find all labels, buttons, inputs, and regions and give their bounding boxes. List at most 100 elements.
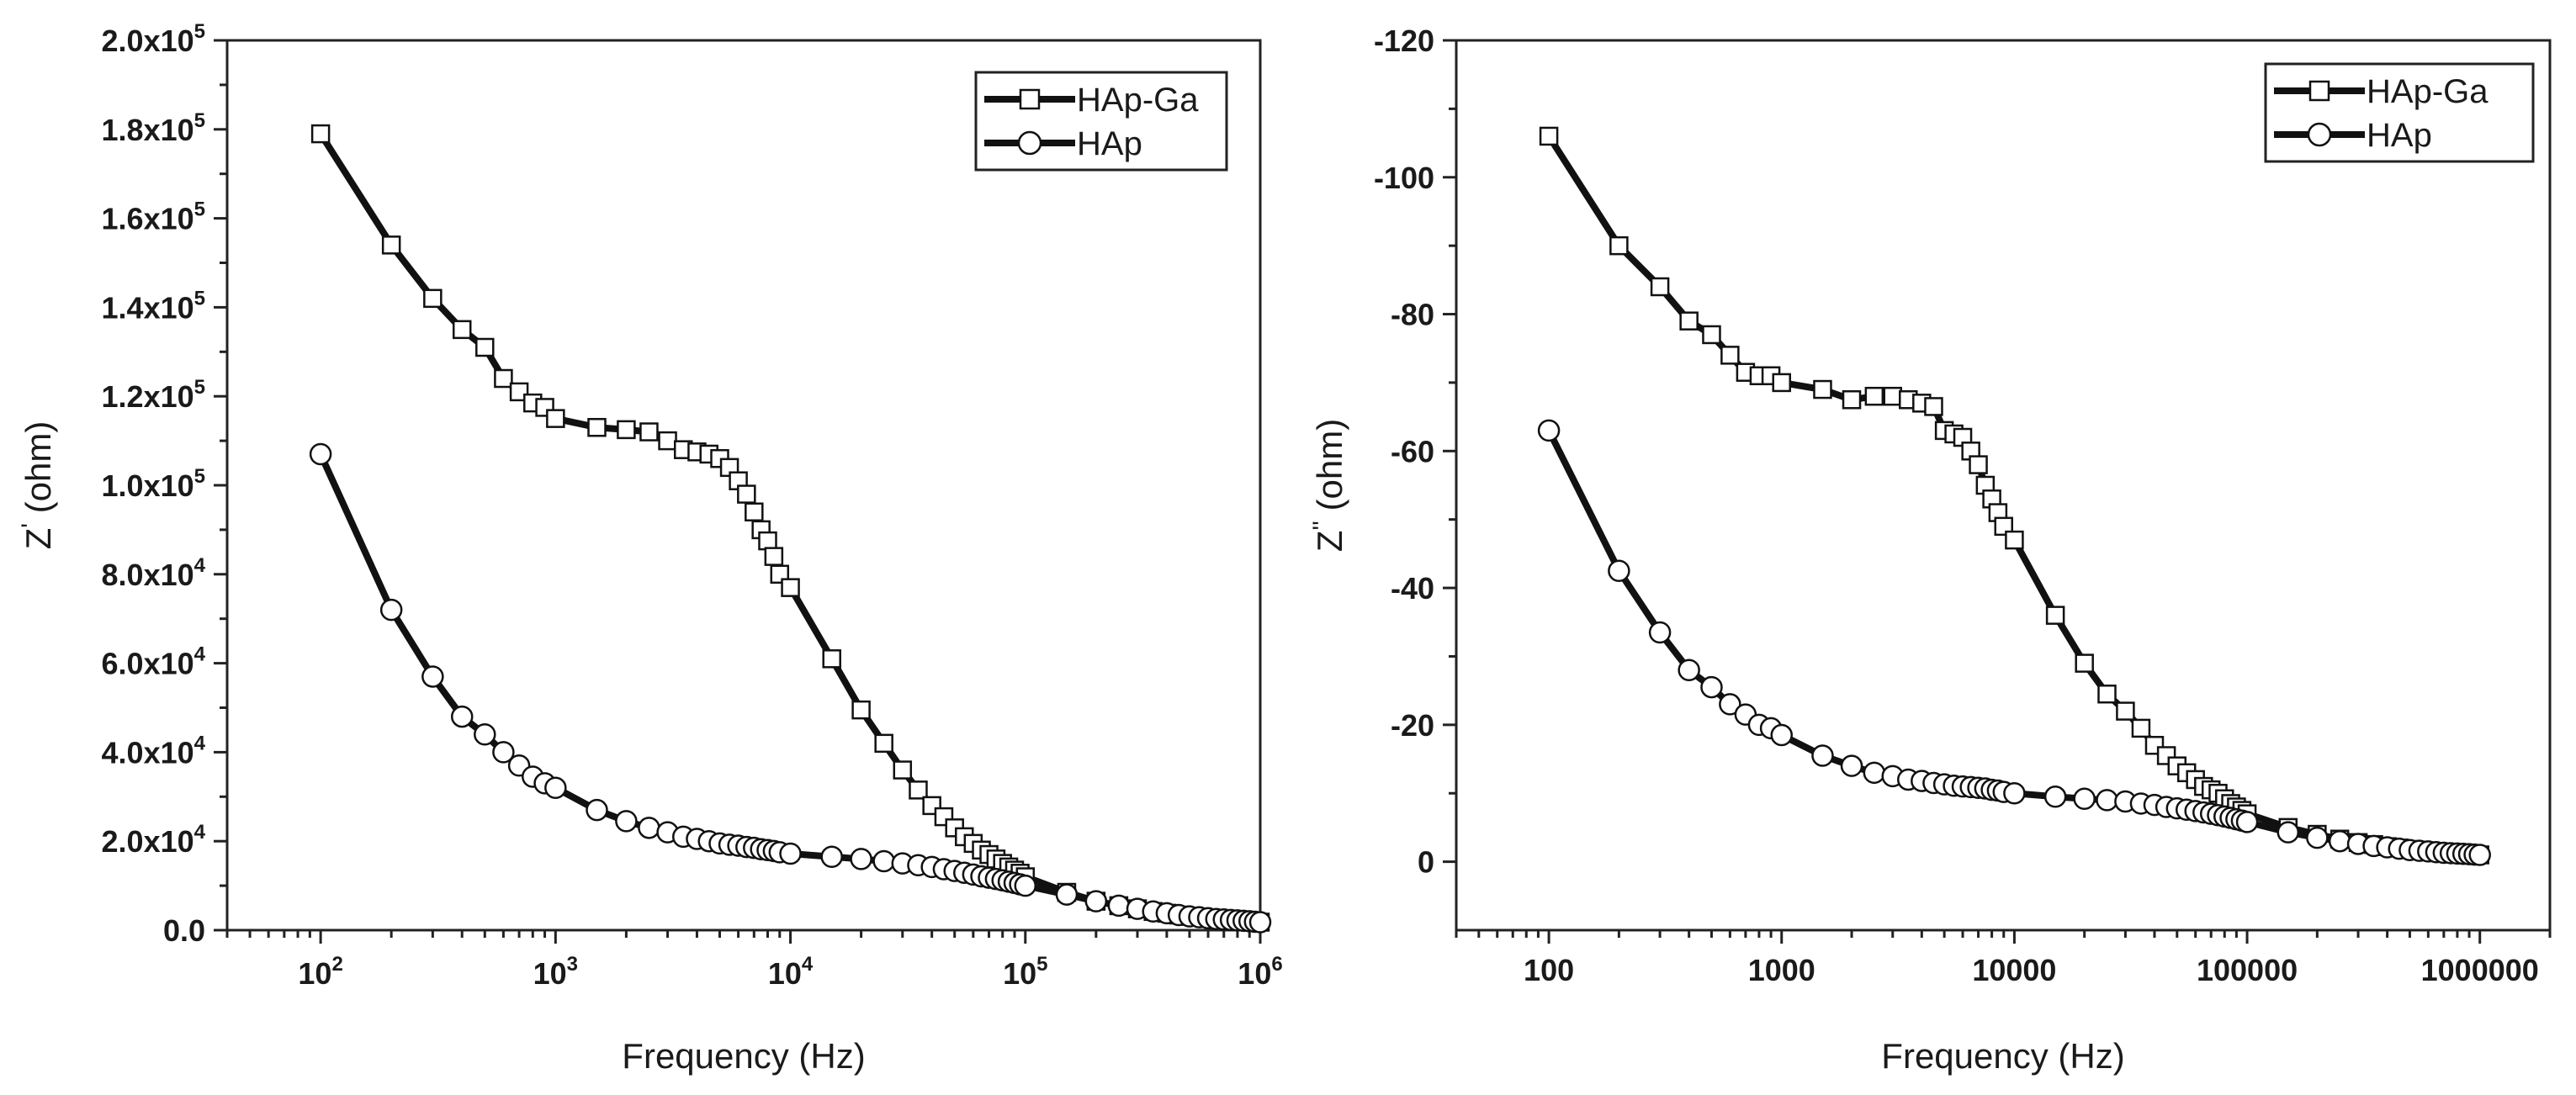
data-point-hap: [2073, 787, 2096, 810]
data-point-hap-ga: [874, 733, 893, 754]
data-point-hap-ga: [423, 288, 443, 309]
x-axis-title: Frequency (Hz): [1881, 1036, 2124, 1076]
y-tick-label: 2.0x104: [102, 821, 206, 859]
data-point-hap: [2328, 829, 2351, 853]
x-tick-label: 100: [1524, 953, 1574, 987]
series-line-hap-ga: [317, 130, 1264, 926]
y-axis-title-unit: (ohm): [19, 421, 58, 523]
data-point-hap-ga: [893, 760, 913, 780]
data-point-hap-ga: [1679, 311, 1699, 331]
y-tick-label-exp: 5: [194, 20, 205, 43]
legend-box: [974, 71, 1228, 172]
data-point-hap-ga: [737, 484, 756, 504]
legend-marker-circle: [1017, 130, 1042, 156]
y-axis-title-prime: '': [1308, 521, 1336, 530]
data-point-hap: [1719, 693, 1741, 716]
data-point-hap-ga: [1772, 373, 1791, 393]
data-point-hap: [544, 776, 567, 799]
y-tick-label-exp: 5: [194, 465, 205, 488]
y-tick-label: -60: [1391, 434, 1434, 468]
data-point-hap-ga: [310, 124, 331, 144]
data-point-hap: [2096, 789, 2118, 812]
x-tick-label: 104: [768, 953, 814, 991]
data-point-hap: [615, 810, 638, 833]
y-tick-label-exp: 5: [194, 287, 205, 309]
data-point-hap-ga: [452, 320, 472, 340]
data-point-hap-ga: [2131, 718, 2151, 738]
data-point-hap: [1537, 419, 1561, 442]
data-point-hap: [586, 798, 608, 822]
data-point-hap: [872, 849, 895, 873]
x-tick-label-exp: 3: [567, 953, 578, 976]
data-point-hap-ga: [639, 422, 659, 442]
y-tick-label-base: 0.0: [163, 913, 205, 948]
data-point-hap-ga: [758, 531, 777, 551]
x-tick-label-base: 10: [533, 956, 567, 991]
data-point-hap-ga: [658, 431, 677, 451]
y-tick-label-base: 1.6x10: [102, 202, 194, 236]
data-point-hap: [421, 665, 444, 688]
data-point-hap-ga: [1883, 386, 1902, 406]
data-point-hap: [1248, 911, 1272, 934]
series-hap-ga: [310, 124, 1270, 932]
data-point-hap: [2043, 786, 2067, 808]
data-point-hap-ga: [475, 337, 495, 357]
data-point-hap-ga: [822, 649, 841, 669]
data-point-hap-ga: [1994, 516, 2013, 537]
data-point-hap: [820, 845, 843, 868]
series-hap: [1537, 419, 2491, 866]
x-tick-label: 1000000: [2421, 953, 2539, 987]
y-axis-title: Z'' (ohm): [1308, 419, 1349, 552]
y-tick-label-exp: 4: [194, 554, 206, 577]
x-tick-label: 100000: [2197, 953, 2298, 987]
legend: HAp-Ga HAp: [2264, 62, 2535, 163]
y-tick-label: -20: [1391, 708, 1434, 743]
x-tick-label-exp: 5: [1036, 953, 1047, 976]
x-tick-label-exp: 6: [1271, 953, 1282, 976]
legend-marker-square: [2308, 80, 2330, 102]
legend: HAp-Ga HAp: [974, 71, 1228, 172]
data-point-hap: [1770, 723, 1793, 747]
right-chart-zdoubleprime: 100 1000 10000 100000 1000000 0 -20 -40 -60 -80 -1…: [1308, 24, 2552, 1076]
data-point-hap: [1700, 675, 1723, 699]
series-hap-ga: [1539, 126, 2489, 865]
data-point-hap-ga: [1702, 325, 1721, 345]
data-point-hap-ga: [2075, 653, 2094, 673]
x-tick-label-base: 10: [1238, 956, 1271, 991]
data-point-hap: [638, 817, 660, 839]
y-tick-label-base: 2.0x10: [102, 24, 194, 58]
y-tick-label: 1.4x105: [102, 287, 205, 325]
data-point-hap-ga: [1720, 346, 1740, 365]
y-tick-label: -80: [1391, 298, 1434, 332]
data-point-hap: [2235, 811, 2259, 833]
x-tick-label-base: 10: [1003, 956, 1036, 991]
y-tick-label: 6.0x104: [102, 643, 206, 681]
x-tick-label: 10000: [1972, 953, 2056, 987]
y-tick-label: 0.0: [163, 913, 205, 948]
data-point-hap-ga: [2097, 684, 2117, 704]
data-point-hap: [2306, 826, 2329, 849]
legend-marker-square: [1019, 88, 1041, 110]
data-point-hap-ga: [1969, 455, 1988, 474]
left-chart-zprime: 102 103 104 105 1060.02.0x1044.0x1046.0x1048…: [17, 20, 1283, 1076]
data-point-hap: [2468, 844, 2491, 866]
y-tick-label-exp: 4: [194, 821, 206, 844]
data-point-hap: [492, 741, 515, 764]
y-tick-label-base: 6.0x10: [102, 647, 194, 681]
data-point-hap: [1055, 883, 1079, 906]
x-tick-label: 103: [533, 953, 578, 991]
data-point-hap: [474, 722, 496, 746]
data-point-hap-ga: [1864, 386, 1884, 406]
data-point-hap: [1840, 754, 1863, 777]
y-tick-label: -120: [1374, 24, 1434, 58]
data-point-hap-ga: [1842, 390, 1862, 410]
y-tick-label: -100: [1374, 161, 1434, 195]
y-axis-title-unit: (ohm): [1310, 419, 1349, 521]
y-tick-label-exp: 5: [194, 376, 205, 399]
y-tick-label-base: 1.2x10: [102, 379, 194, 414]
data-point-hap: [1648, 621, 1672, 644]
data-point-hap-ga: [781, 578, 800, 597]
data-point-hap: [2003, 781, 2026, 805]
y-tick-label-base: 8.0x10: [102, 558, 194, 592]
y-tick-label-base: 1.8x10: [102, 113, 194, 147]
